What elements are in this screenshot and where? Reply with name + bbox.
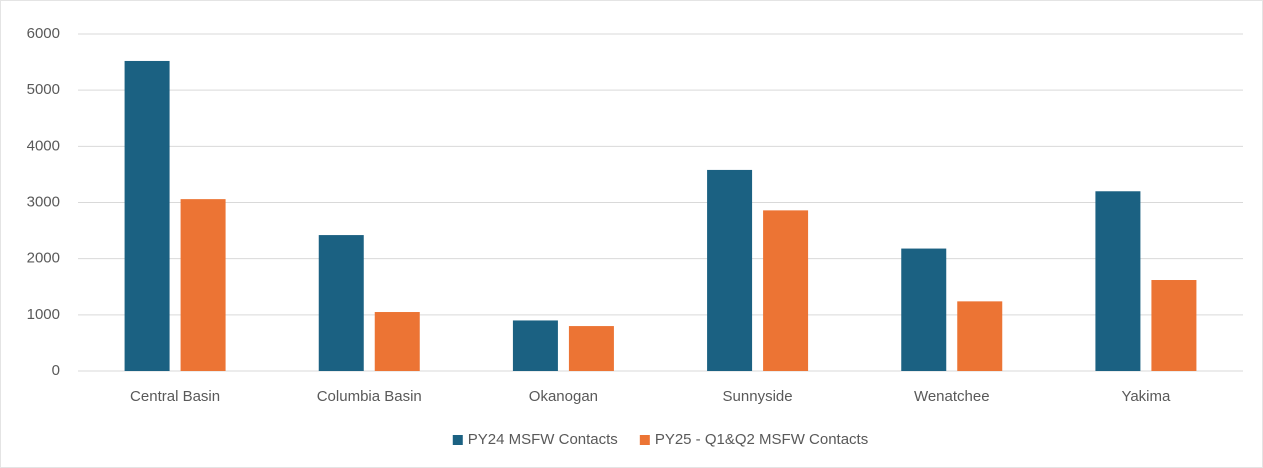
bar — [707, 169, 753, 371]
bar — [901, 248, 947, 371]
legend-swatch — [639, 435, 650, 445]
bar — [1095, 191, 1141, 371]
y-tick-label: 3000 — [27, 193, 60, 210]
bar — [763, 210, 809, 371]
bar — [957, 301, 1003, 371]
x-tick-label: Okanogan — [529, 388, 598, 405]
bar — [318, 235, 364, 371]
y-tick-label: 2000 — [27, 250, 60, 267]
bar — [180, 199, 226, 371]
y-tick-label: 5000 — [27, 81, 60, 98]
bar — [124, 60, 170, 372]
x-tick-label: Sunnyside — [723, 388, 793, 405]
x-tick-label: Wenatchee — [914, 388, 990, 405]
bar — [568, 326, 614, 371]
y-tick-label: 6000 — [27, 25, 60, 42]
bar — [512, 320, 558, 371]
x-tick-label: Yakima — [1121, 388, 1171, 405]
legend-label: PY25 - Q1&Q2 MSFW Contacts — [655, 431, 868, 448]
bar — [1151, 280, 1197, 371]
y-tick-label: 0 — [52, 362, 60, 379]
y-tick-label: 4000 — [27, 137, 60, 154]
y-tick-label: 1000 — [27, 306, 60, 323]
bar — [374, 312, 420, 371]
x-tick-label: Central Basin — [130, 388, 220, 405]
x-tick-label: Columbia Basin — [317, 388, 422, 405]
legend-label: PY24 MSFW Contacts — [468, 431, 618, 448]
legend-swatch — [452, 435, 463, 445]
